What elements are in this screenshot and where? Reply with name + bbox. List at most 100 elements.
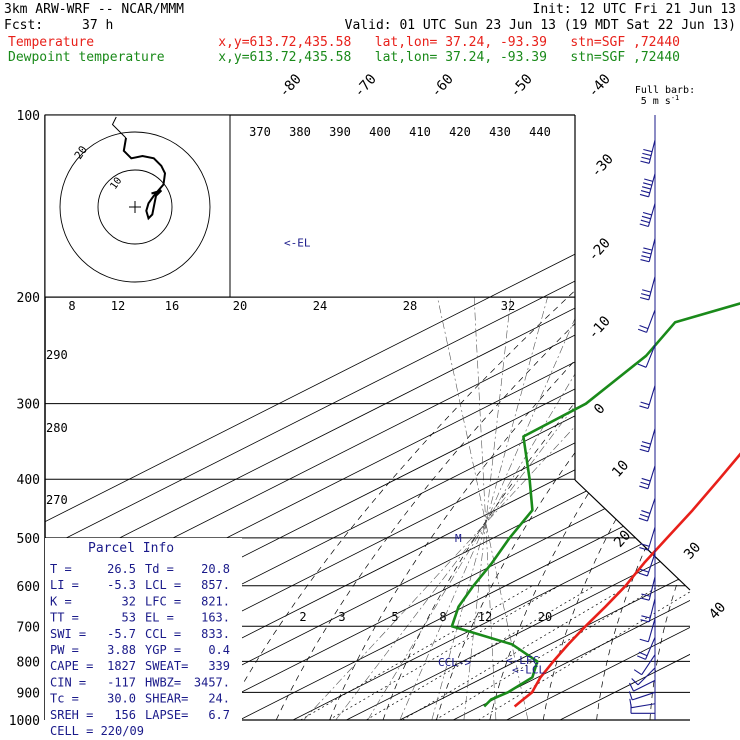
speed-axis-label: 12: [111, 299, 125, 313]
isotherm-label: -10: [585, 313, 614, 343]
parcel-row-value: 833.: [201, 627, 230, 641]
isotherm-label: -50: [507, 71, 536, 101]
temperature-profile: [513, 452, 740, 708]
wind-barb-flag: [641, 477, 651, 482]
parcel-cell: CELL = 220/09: [50, 724, 144, 738]
mixing-ratio-label: 2: [299, 610, 306, 624]
wind-barb-flag: [640, 444, 650, 449]
wind-barb-flag: [639, 193, 649, 198]
wind-barb-flag: [640, 401, 650, 406]
wind-barb-shaft: [633, 679, 656, 692]
wind-barb-shaft: [647, 428, 656, 452]
wind-barb-flag: [642, 152, 652, 157]
parcel-row-label: SHEAR=: [145, 692, 188, 706]
pressure-label-500: 500: [17, 532, 40, 547]
parcel-row-value: 26.5: [107, 562, 136, 576]
theta-e-label: 390: [329, 125, 351, 139]
wind-barb-flag: [637, 655, 646, 660]
parcel-row-label: HWBZ=: [145, 675, 181, 689]
isotherm-label: 40: [706, 599, 729, 622]
wind-barb-shaft: [647, 465, 656, 489]
wind-barb-shaft: [631, 703, 656, 709]
wind-barb-flag: [641, 510, 651, 514]
wind-barb-flag: [638, 572, 648, 577]
theta-e-label: 420: [449, 125, 471, 139]
wind-barb-flag: [640, 190, 650, 194]
wind-barb-flag: [641, 255, 651, 259]
parcel-row-value: 3.88: [107, 643, 136, 657]
pressure-label-900: 900: [17, 686, 40, 701]
pressure-label-1000: 1000: [9, 714, 40, 729]
wind-barb-shaft: [632, 691, 656, 701]
el-marker: <-EL: [284, 236, 311, 249]
parcel-row-label: T =: [50, 562, 72, 576]
wind-barb-shaft: [645, 344, 656, 368]
parcel-row-label: LCL =: [145, 578, 181, 592]
wind-barb-shaft: [646, 498, 656, 522]
lfc-marker: <-LFC: [506, 654, 539, 667]
parcel-info-box: [45, 538, 242, 728]
wind-barb-flag: [631, 678, 639, 686]
wind-barb-flag: [643, 148, 653, 153]
wind-barb-shaft: [648, 276, 656, 300]
wind-barb-flag: [641, 441, 651, 445]
wind-barb-flag: [639, 324, 649, 330]
wind-barb-flag: [640, 543, 650, 547]
wind-barb-flag: [641, 186, 651, 190]
isotherm-label: -20: [585, 235, 614, 265]
parcel-row-label: Tc =: [50, 692, 79, 706]
parcel-row-value: 3457.: [194, 675, 230, 689]
speed-axis-label: 28: [403, 299, 417, 313]
wind-barb-flag: [643, 182, 652, 186]
hodo-ring-10: [97, 169, 173, 245]
speed-axis-label: 16: [165, 299, 179, 313]
speed-axis-label: 20: [233, 299, 247, 313]
hodograph-box: [44, 114, 231, 298]
pressure-label-400: 400: [17, 473, 40, 488]
pressure-label-600: 600: [17, 580, 40, 595]
parcel-row-label: SWI =: [50, 627, 86, 641]
temperature-location: x,y=613.72,435.58 lat,lon= 37.24, -93.39…: [218, 35, 680, 50]
mixing-ratio-label: 3: [338, 610, 345, 624]
wind-barb-flag: [642, 211, 652, 216]
theta-e-label: 440: [529, 125, 551, 139]
wind-barb-flag: [639, 485, 649, 490]
parcel-info-title: Parcel Info: [88, 541, 174, 556]
theta-label: 290: [46, 348, 68, 362]
wind-barb-flag: [639, 448, 649, 453]
parcel-row-label: SWEAT=: [145, 659, 188, 673]
parcel-row-label: CIN =: [50, 675, 86, 689]
theta-e-label: 370: [249, 125, 271, 139]
mixing-ratio-label: 8: [439, 610, 446, 624]
parcel-row-value: 1827: [107, 659, 136, 673]
wind-barb-flag: [640, 259, 650, 263]
pressure-label-800: 800: [17, 655, 40, 670]
parcel-row-label: TT =: [50, 611, 79, 625]
parcel-row-label: PW =: [50, 643, 79, 657]
valid-time: Valid: 01 UTC Sun 23 Jun 13 (19 MDT Sat …: [344, 18, 736, 33]
wind-barb-flag: [629, 682, 635, 692]
parcel-row-value: 163.: [201, 611, 230, 625]
mixing-ratio-label: 20: [538, 610, 552, 624]
parcel-row-value: -5.3: [107, 578, 136, 592]
parcel-row-label: EL =: [145, 611, 174, 625]
isotherm-label: -40: [585, 71, 614, 101]
wind-barb-shaft: [647, 618, 656, 642]
parcel-row-label: CAPE =: [50, 659, 93, 673]
isotherm-label: -70: [351, 71, 380, 101]
full-barb-value: 5 m s-1: [641, 94, 680, 107]
parcel-row-label: LAPSE=: [145, 708, 188, 722]
hodograph-tail: [111, 116, 127, 139]
parcel-row-label: Td =: [145, 562, 174, 576]
wind-barb-flag: [638, 517, 648, 522]
wind-barb-flag: [643, 247, 653, 251]
speed-axis-label: 8: [68, 299, 75, 313]
parcel-row-value: 6.7: [208, 708, 230, 722]
wind-barb-flag: [641, 293, 650, 297]
isotherm-label: 30: [681, 539, 704, 562]
wind-barb-flag: [640, 219, 650, 224]
parcel-row-value: 32: [122, 594, 136, 608]
parcel-row-value: 339: [208, 659, 230, 673]
parcel-row-value: 53: [122, 611, 136, 625]
